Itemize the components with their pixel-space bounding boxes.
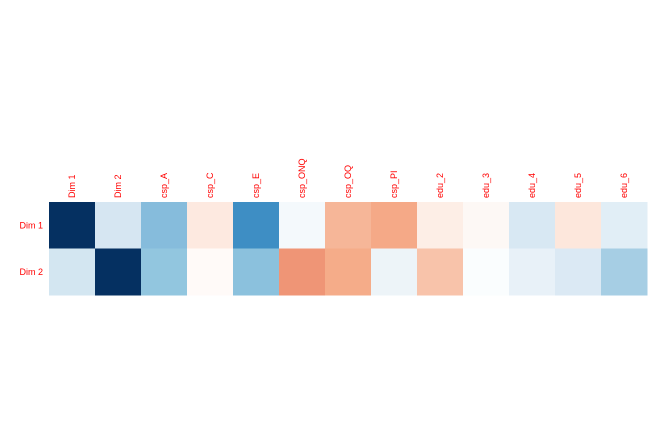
column-label-csp-oq: csp_OQ [343,165,353,198]
heatmap-cell-dim-1-dim-2 [95,202,142,249]
heatmap-cell-dim-1-csp-pi [371,202,418,249]
heatmap-cell-dim-2-edu-4 [509,248,556,296]
heatmap-cell-dim-1-csp-e [233,202,280,249]
column-label-csp-onq: csp_ONQ [297,158,307,198]
heatmap-cell-dim-1-edu-6 [601,202,648,249]
heatmap-cell-dim-2-csp-pi [371,248,418,296]
heatmap-cell-dim-1-edu-2 [417,202,464,249]
heatmap-cell-dim-2-edu-6 [601,248,648,296]
column-label-edu-5: edu_5 [573,173,583,198]
row-label-dim-2: Dim 2 [19,267,43,277]
column-label-csp-c: csp_C [205,172,215,198]
heatmap-cell-dim-1-edu-5 [555,202,602,249]
column-label-csp-pi: csp_PI [389,170,399,198]
heatmap-cell-dim-1-csp-c [187,202,234,249]
heatmap-cell-dim-2-csp-a [141,248,188,296]
column-label-dim-2: Dim 2 [113,174,123,198]
heatmap-cell-dim-2-edu-3 [463,248,510,296]
heatmap-cell-dim-2-csp-onq [279,248,326,296]
column-label-edu-6: edu_6 [619,173,629,198]
heatmap-cell-dim-1-csp-onq [279,202,326,249]
heatmap-cell-dim-1-csp-a [141,202,188,249]
heatmap-cell-dim-1-csp-oq [325,202,372,249]
heatmap-cell-dim-2-csp-e [233,248,280,296]
row-labels: Dim 1 Dim 2 [19,220,43,277]
column-label-edu-2: edu_2 [435,173,445,198]
heatmap-cell-dim-1-edu-4 [509,202,556,249]
column-label-csp-a: csp_A [159,173,169,198]
column-label-edu-4: edu_4 [527,173,537,198]
row-label-dim-1: Dim 1 [19,220,43,230]
heatmap-cell-dim-1-dim-1 [49,202,96,249]
column-label-csp-e: csp_E [251,173,261,198]
column-label-dim-1: Dim 1 [67,174,77,198]
column-labels: Dim 1 Dim 2 csp_A csp_C csp_E csp_ONQ csp_OQ cs… [67,158,629,198]
column-label-edu-3: edu_3 [481,173,491,198]
heatmap-cell-dim-1-edu-3 [463,202,510,249]
heatmap-cell-dim-2-dim-2 [95,248,142,296]
heatmap-cells [49,202,648,296]
heatmap-cell-dim-2-edu-2 [417,248,464,296]
heatmap-cell-dim-2-dim-1 [49,248,96,296]
heatmap-cell-dim-2-edu-5 [555,248,602,296]
heatmap-cell-dim-2-csp-c [187,248,234,296]
heatmap-cell-dim-2-csp-oq [325,248,372,296]
